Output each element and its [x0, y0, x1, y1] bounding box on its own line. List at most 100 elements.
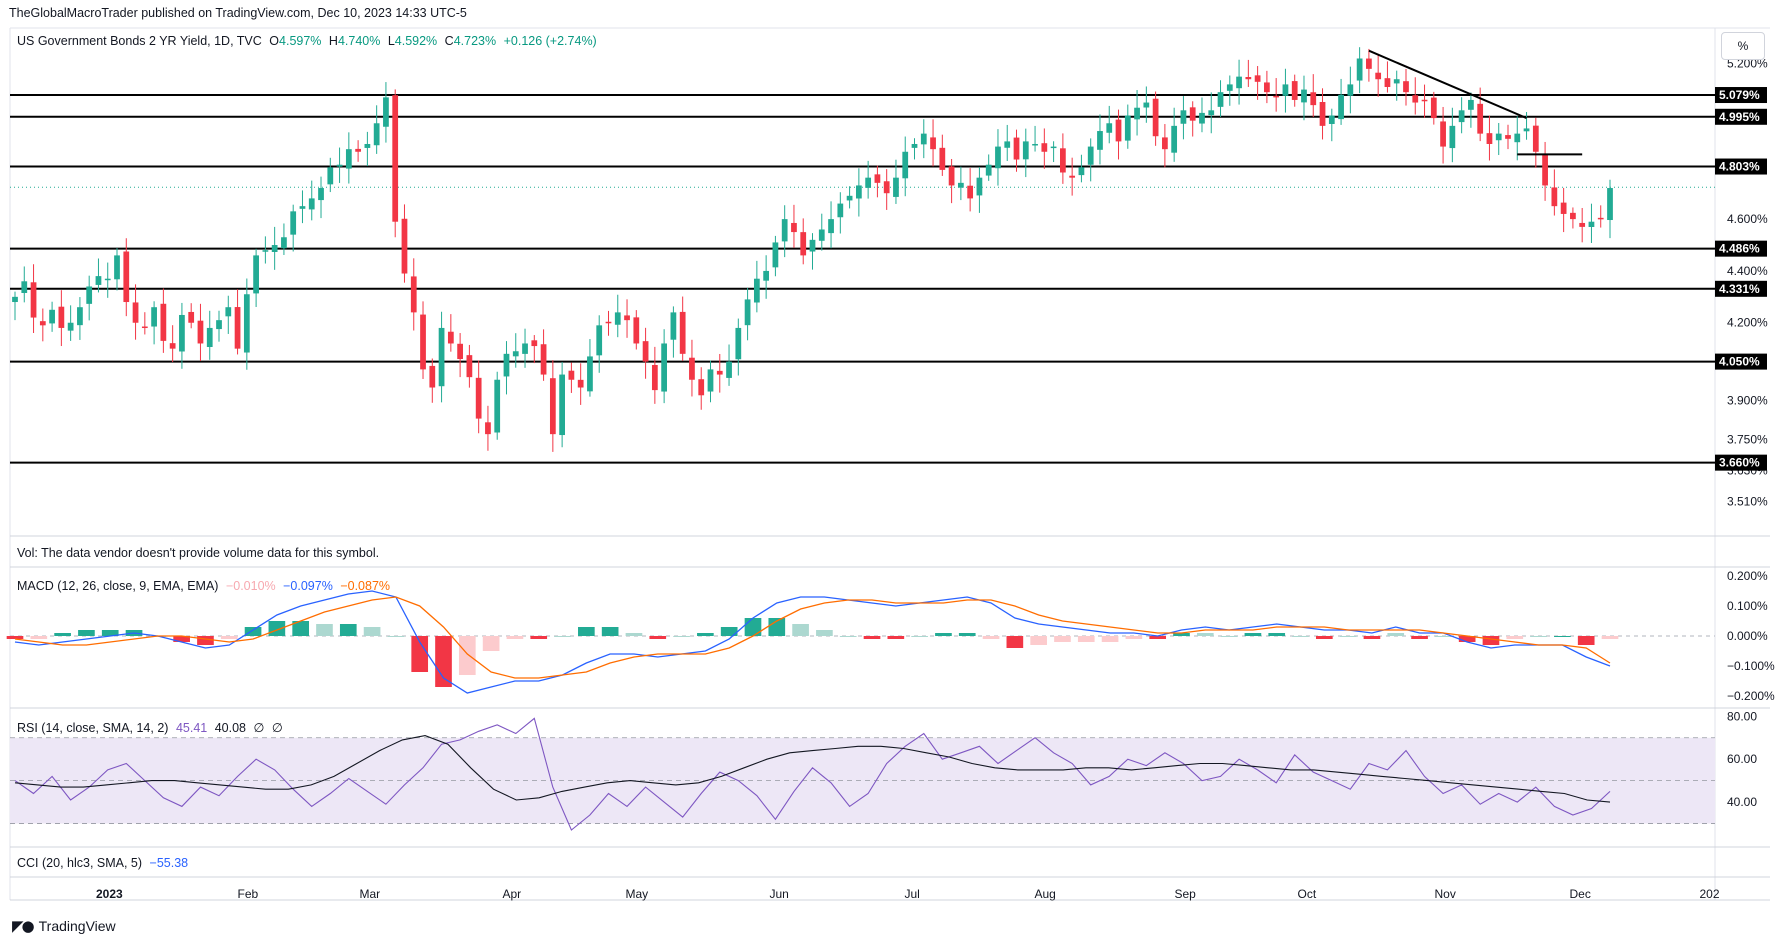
candle-body [1301, 89, 1307, 103]
level-tag-label: 4.331% [1719, 282, 1760, 296]
candle-body [197, 320, 204, 344]
cci-legend: CCI (20, hlc3, SMA, 5) −55.38 [17, 856, 192, 870]
candle-body [976, 177, 983, 196]
candle-body [670, 312, 677, 340]
candle-body [114, 255, 120, 280]
macd-histogram-bar [1601, 636, 1619, 639]
candle-body [1588, 221, 1595, 227]
price-tick-label: 4.400% [1727, 264, 1768, 278]
macd-histogram-bar [720, 627, 738, 636]
candle-body [1115, 119, 1122, 142]
level-tag-label: 4.486% [1719, 242, 1760, 256]
candle-body [781, 219, 788, 242]
candle-body [438, 327, 445, 387]
candle-body [1189, 107, 1196, 121]
candle-body [818, 229, 825, 241]
candle-body [1570, 212, 1576, 220]
close-value: 4.723% [453, 34, 497, 48]
candle-body [1078, 167, 1085, 176]
candle-body [281, 237, 287, 249]
time-tick-label: Jun [770, 887, 789, 901]
candle-body [1384, 78, 1391, 87]
candle-body [791, 222, 797, 233]
candle-body [1124, 115, 1131, 141]
candle-body [1328, 115, 1335, 124]
macd-legend: MACD (12, 26, close, 9, EMA, EMA) −0.010… [17, 579, 394, 593]
candle-body [1523, 128, 1530, 132]
level-tag-label: 4.995% [1719, 110, 1760, 124]
candle-body [1162, 137, 1168, 150]
level-tag [1715, 87, 1767, 104]
candle-body [401, 218, 408, 274]
level-tag [1715, 158, 1767, 175]
low-label: L [387, 34, 395, 48]
candle-body [679, 311, 686, 354]
candle-body [1505, 135, 1511, 139]
macd-histogram-bar [1506, 636, 1524, 639]
macd-histogram-bar [1435, 636, 1452, 637]
candle-body [485, 422, 491, 435]
macd-histogram-bar [863, 636, 881, 639]
candle-body [1579, 222, 1586, 227]
candle-body [1032, 143, 1038, 146]
candle-body [364, 143, 371, 148]
candle-body [1393, 79, 1400, 84]
candle-body [12, 296, 18, 303]
time-tick-label: 2023 [96, 887, 123, 901]
candle-body [577, 379, 584, 388]
rsi-label[interactable]: RSI (14, close, SMA, 14, 2) [17, 721, 169, 735]
macd-histogram-bar [649, 636, 667, 639]
macd-histogram-bar [554, 636, 571, 637]
candle-body [447, 331, 454, 344]
macd-histogram-bar [411, 636, 429, 672]
candle-body [633, 317, 640, 344]
candle-body [123, 251, 130, 303]
price-tick-label: 3.750% [1727, 432, 1768, 446]
candle-body [49, 309, 55, 324]
candle-body [948, 166, 955, 186]
macd-histogram-bar [1268, 633, 1286, 636]
candle-body [253, 255, 259, 294]
macd-histogram-bar [1554, 636, 1571, 637]
macd-histogram-bar [197, 636, 214, 645]
macd-histogram-bar [744, 618, 762, 636]
macd-histogram-bar [482, 636, 500, 651]
unit-toggle-button[interactable]: % [1721, 32, 1765, 60]
candle-body [1421, 99, 1428, 102]
candle-body [457, 343, 463, 360]
macd-histogram-bar [625, 633, 643, 636]
tradingview-logo[interactable]: ◤● TradingView [12, 917, 116, 935]
candle-body [1560, 202, 1567, 214]
candle-body [957, 182, 964, 188]
candle-body [1403, 81, 1409, 93]
macd-histogram-bar [1101, 636, 1119, 642]
open-label: O [269, 34, 280, 48]
candle-body [1226, 84, 1233, 91]
candle-body [1060, 148, 1066, 173]
price-tick-label: 3.510% [1727, 495, 1768, 509]
rsi-tick-label: 60.00 [1727, 752, 1757, 766]
rsi-tick-label: 80.00 [1727, 709, 1757, 723]
candle-body [475, 377, 482, 419]
tradingview-brand-text: TradingView [38, 918, 116, 934]
candle-body [763, 270, 770, 281]
cci-label[interactable]: CCI (20, hlc3, SMA, 5) [17, 856, 143, 870]
candle-body [299, 206, 306, 209]
rsi-extra-1: ∅ [253, 721, 265, 735]
macd-histogram-bar [506, 636, 524, 639]
macd-label[interactable]: MACD (12, 26, close, 9, EMA, EMA) [17, 579, 219, 593]
macd-histogram-bar [363, 627, 381, 636]
candle-body [1477, 103, 1484, 134]
symbol-label[interactable]: US Government Bonds 2 YR Yield, 1D, TVC [17, 34, 262, 48]
candle-body [911, 143, 918, 148]
macd-signal-line [14, 596, 1611, 679]
candle-body [1041, 143, 1048, 152]
candle-body [512, 351, 519, 357]
candle-body [104, 278, 111, 281]
macd-hist-value: −0.010% [225, 579, 276, 593]
macd-histogram-bar [768, 618, 786, 636]
candle-body [661, 343, 668, 392]
volume-legend: Vol: The data vendor doesn't provide vol… [17, 546, 380, 560]
candle-body [494, 379, 501, 433]
